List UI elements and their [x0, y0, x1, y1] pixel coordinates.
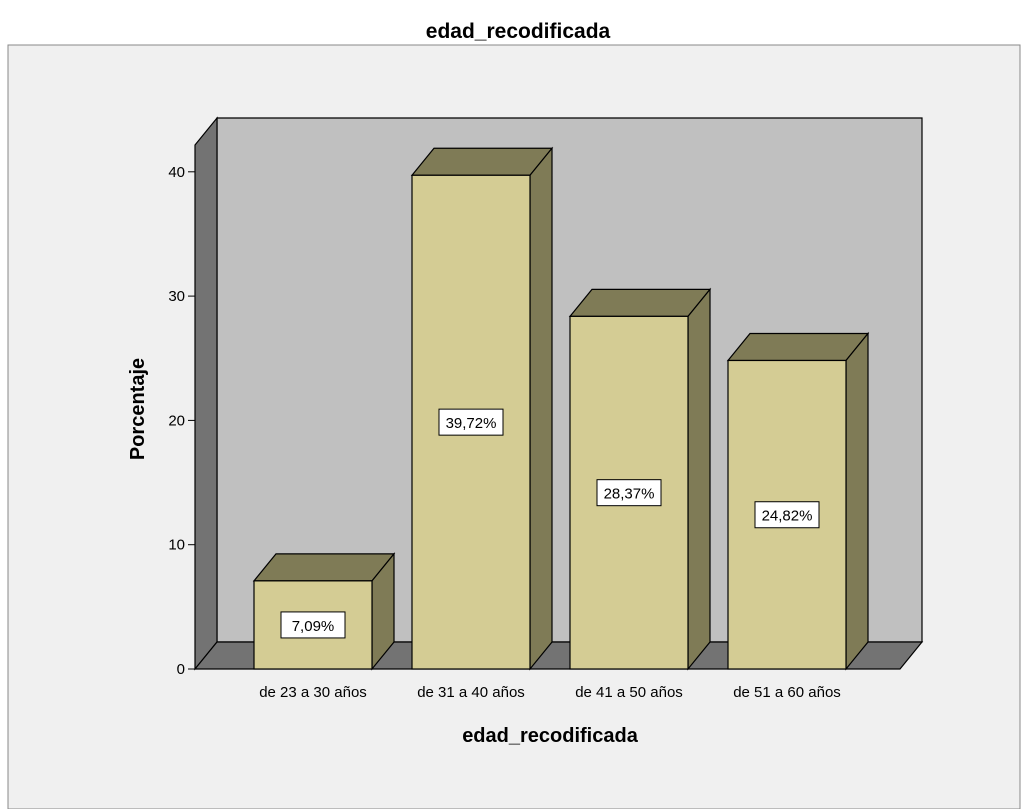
bar-side [529, 146, 553, 671]
bar-top [410, 147, 554, 176]
data-label: 28,37% [604, 486, 655, 503]
bar-top [252, 553, 396, 582]
x-tick-label: de 23 a 30 años [259, 684, 367, 701]
bars: 7,09% 39,72% 28,37% 24,82% [252, 146, 870, 671]
x-tick-label: de 51 a 60 años [733, 684, 841, 701]
x-tick-label: de 41 a 50 años [575, 684, 683, 701]
bar: 39,72% [410, 146, 554, 671]
data-label: 39,72% [446, 415, 497, 432]
data-label: 24,82% [762, 508, 813, 525]
data-label-box [596, 479, 662, 507]
data-label-box [754, 501, 820, 529]
y-tick-label: 0 [177, 661, 185, 678]
y-tick-label: 20 [168, 412, 185, 429]
bar-side [687, 287, 711, 671]
y-tick-label: 30 [168, 288, 185, 305]
bar-top [726, 332, 870, 362]
bar-side [845, 331, 869, 671]
x-tick-label: de 31 a 40 años [417, 684, 525, 701]
bar-top [568, 288, 712, 317]
x-axis: de 23 a 30 años de 31 a 40 años de 41 a 50… [259, 684, 841, 701]
bar: 24,82% [726, 331, 870, 671]
y-tick-label: 40 [168, 164, 185, 181]
y-tick-label: 10 [168, 537, 185, 554]
bar: 7,09% [252, 552, 396, 671]
data-label: 7,09% [292, 618, 335, 635]
data-label-box [438, 408, 504, 436]
y-axis-title: Porcentaje [127, 358, 149, 460]
chart-title: edad_recodificada [426, 20, 611, 43]
data-label-box [280, 611, 346, 639]
left-wall [194, 116, 218, 671]
y-axis: 0 10 20 30 40 [168, 164, 195, 678]
bar: 28,37% [568, 287, 712, 671]
x-axis-title: edad_recodificada [462, 725, 639, 747]
